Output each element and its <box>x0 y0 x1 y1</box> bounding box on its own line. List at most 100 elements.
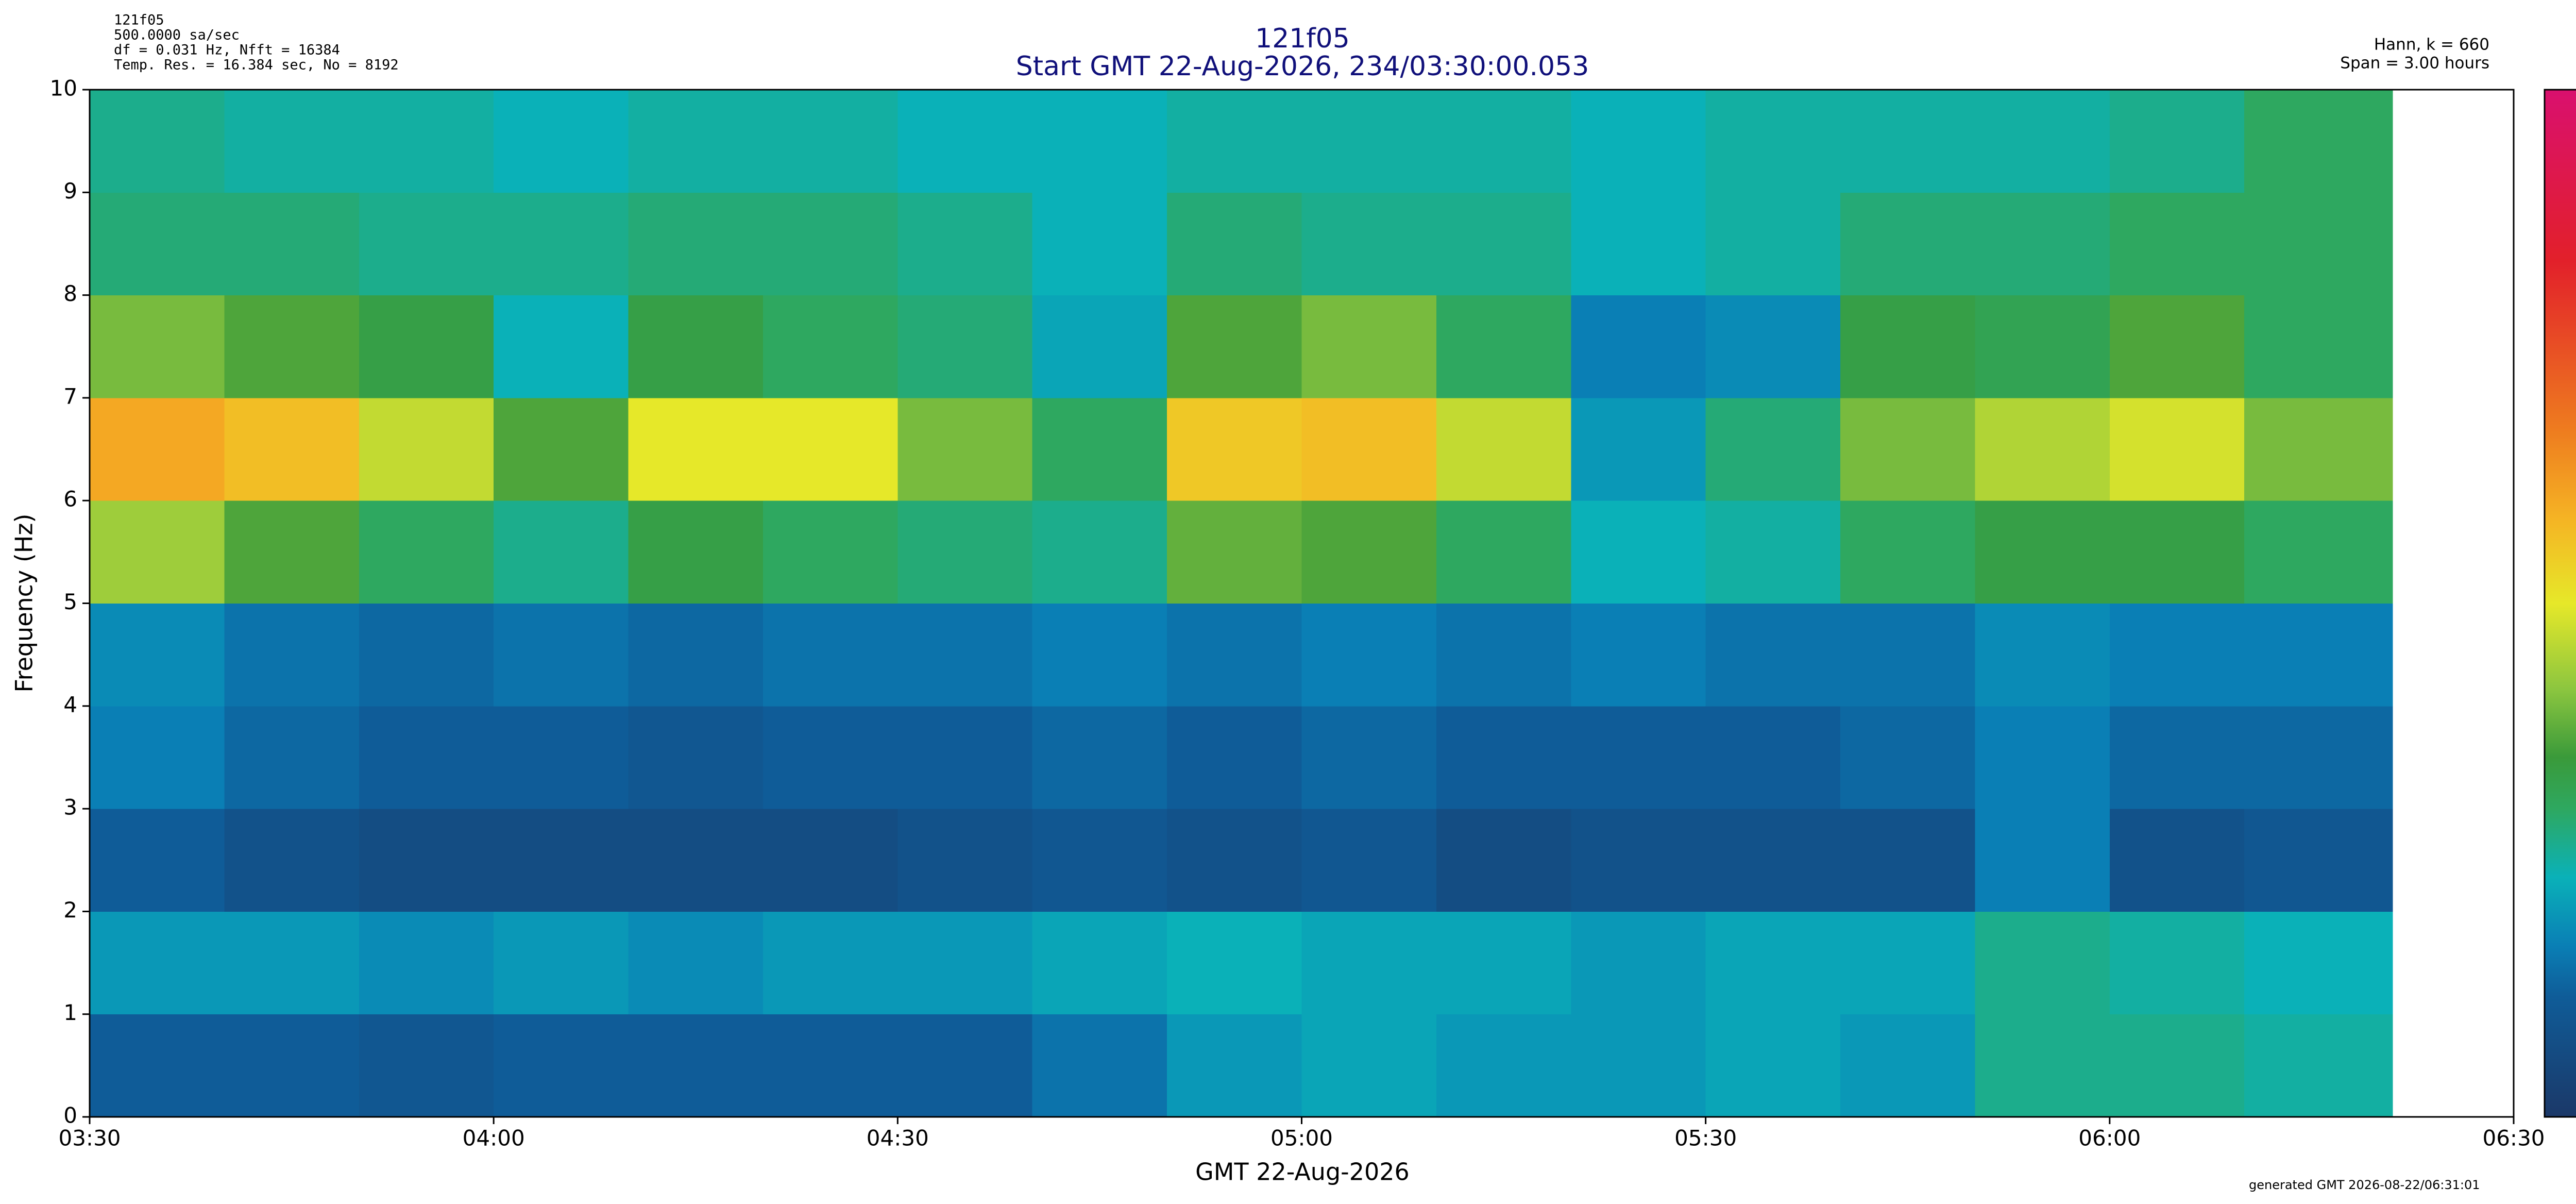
heatmap-cell <box>90 809 225 912</box>
heatmap-cell <box>2109 911 2245 1015</box>
heatmap-cell <box>628 603 764 707</box>
heatmap-cell <box>359 90 494 193</box>
heatmap-cell <box>494 809 629 912</box>
heatmap-cell <box>2244 911 2393 1015</box>
heatmap-cell <box>1436 90 1571 193</box>
x-tick-label: 06:00 <box>2078 1126 2141 1151</box>
heatmap-cell <box>1301 603 1437 707</box>
heatmap-cell <box>1032 90 1167 193</box>
heatmap-cell <box>1301 706 1437 809</box>
heatmap-cell <box>762 500 898 604</box>
heatmap-cell <box>2109 295 2245 398</box>
info-text: 500.0000 sa/sec <box>114 27 240 43</box>
heatmap-cell <box>1301 397 1437 501</box>
heatmap-cell <box>90 603 225 707</box>
heatmap-cell <box>1975 295 2110 398</box>
heatmap-cell <box>897 809 1033 912</box>
heatmap-cell <box>1436 500 1571 604</box>
heatmap-cell <box>494 911 629 1015</box>
heatmap-cell <box>1840 397 1975 501</box>
heatmap-cell <box>2244 192 2393 296</box>
heatmap-cell <box>2244 397 2393 501</box>
heatmap-cell <box>1571 809 1706 912</box>
heatmap-cell <box>359 397 494 501</box>
heatmap-cell <box>1301 192 1437 296</box>
y-tick-label: 5 <box>63 589 77 614</box>
heatmap-cell <box>1975 500 2110 604</box>
heatmap-cell <box>897 90 1033 193</box>
heatmap-cell <box>359 1014 494 1117</box>
x-tick-label: 06:30 <box>2482 1126 2545 1151</box>
heatmap-cell <box>224 911 360 1015</box>
heatmap-cell <box>762 295 898 398</box>
heatmap-cell <box>1436 192 1571 296</box>
heatmap-cell <box>1705 911 1841 1015</box>
heatmap-cell <box>90 1014 225 1117</box>
heatmap-cell <box>628 706 764 809</box>
heatmap-cell <box>1436 295 1571 398</box>
y-tick-label: 8 <box>63 281 77 306</box>
heatmap-cell <box>762 1014 898 1117</box>
chart-subtitle: Start GMT 22-Aug-2026, 234/03:30:00.053 <box>1016 51 1589 82</box>
heatmap-cell <box>2244 809 2393 912</box>
heatmap-cell <box>1975 192 2110 296</box>
heatmap-cell <box>224 603 360 707</box>
heatmap-cell <box>224 706 360 809</box>
heatmap-cell <box>1705 192 1841 296</box>
heatmap-cell <box>1571 295 1706 398</box>
heatmap-cell <box>2109 397 2245 501</box>
heatmap-cell <box>1436 1014 1571 1117</box>
heatmap-cell <box>2109 809 2245 912</box>
heatmap-cell <box>1301 911 1437 1015</box>
heatmap-cell <box>762 706 898 809</box>
x-tick-label: 03:30 <box>58 1126 121 1151</box>
heatmap-cell <box>1167 809 1302 912</box>
heatmap-cell <box>2244 706 2393 809</box>
x-axis-label: GMT 22-Aug-2026 <box>1195 1158 1410 1186</box>
heatmap-cell <box>897 706 1033 809</box>
heatmap-cell <box>1840 295 1975 398</box>
heatmap-cell <box>359 500 494 604</box>
heatmap-cell <box>494 500 629 604</box>
heatmap-cell <box>2109 90 2245 193</box>
info-text: Hann, k = 660 <box>2374 36 2489 54</box>
heatmap-cell <box>224 192 360 296</box>
y-tick-label: 6 <box>63 487 77 512</box>
heatmap-cell <box>90 192 225 296</box>
heatmap-cell <box>1032 809 1167 912</box>
heatmap-cell <box>1436 603 1571 707</box>
x-tick-label: 04:30 <box>867 1126 929 1151</box>
heatmap-cell <box>1840 500 1975 604</box>
y-tick-label: 1 <box>63 1000 77 1025</box>
x-tick-label: 05:00 <box>1270 1126 1333 1151</box>
x-tick-label: 04:00 <box>463 1126 525 1151</box>
heatmap-cell <box>762 397 898 501</box>
heatmap-cell <box>1705 500 1841 604</box>
heatmap-cell <box>628 809 764 912</box>
heatmap-cell <box>1301 1014 1437 1117</box>
heatmap-cell <box>224 1014 360 1117</box>
heatmap-cell <box>628 500 764 604</box>
heatmap-cell <box>762 90 898 193</box>
heatmap-cell <box>1032 500 1167 604</box>
heatmap-cell <box>1167 295 1302 398</box>
y-axis-label: Frequency (Hz) <box>10 514 38 693</box>
heatmap-cell <box>90 90 225 193</box>
heatmap-cell <box>1705 90 1841 193</box>
heatmap-cell <box>1571 1014 1706 1117</box>
heatmap-cell <box>628 911 764 1015</box>
heatmap-cell <box>1571 706 1706 809</box>
heatmap-cell <box>1705 397 1841 501</box>
heatmap-cell <box>1436 706 1571 809</box>
heatmap-cell <box>1167 603 1302 707</box>
heatmap-cell <box>1032 192 1167 296</box>
y-tick-label: 0 <box>63 1103 77 1128</box>
heatmap-cell <box>90 706 225 809</box>
heatmap-cell <box>1571 192 1706 296</box>
heatmap-cell <box>1975 397 2110 501</box>
heatmap-cell <box>359 911 494 1015</box>
heatmap-cell <box>1032 911 1167 1015</box>
heatmap-cell <box>628 1014 764 1117</box>
heatmap-cell <box>494 192 629 296</box>
